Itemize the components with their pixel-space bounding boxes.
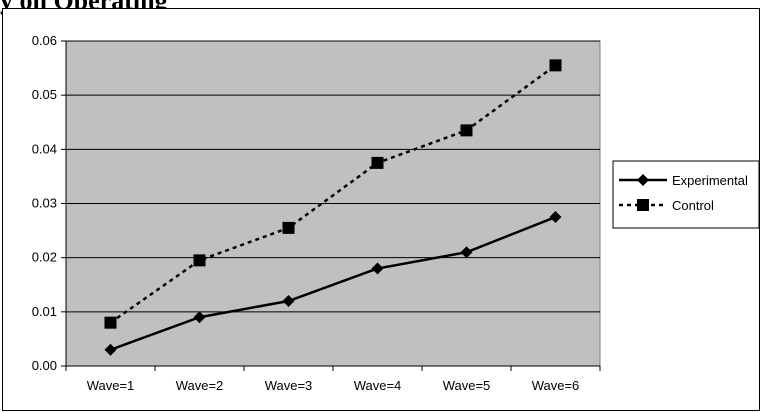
y-tick-label: 0.06 bbox=[32, 33, 57, 48]
data-point-control bbox=[371, 156, 384, 169]
legend-box bbox=[612, 160, 759, 229]
y-tick-label: 0.03 bbox=[32, 196, 57, 211]
x-tick-label: Wave=1 bbox=[87, 378, 135, 393]
x-tick-label: Wave=3 bbox=[265, 378, 313, 393]
y-tick-label: 0.04 bbox=[32, 141, 57, 156]
y-tick-label: 0.02 bbox=[32, 250, 57, 265]
axes: 0.00 0.01 0.02 0.03 0.04 0.05 0.06 Wave=1 Wave=2… bbox=[32, 33, 601, 393]
y-tick-label: 0.05 bbox=[32, 87, 57, 102]
y-tick-label: 0.01 bbox=[32, 304, 57, 319]
chart-frame: 0.00 0.01 0.02 0.03 0.04 0.05 0.06 Wave=1 Wave=2… bbox=[2, 8, 760, 411]
legend-label-control: Control bbox=[672, 198, 714, 213]
line-chart: 0.00 0.01 0.02 0.03 0.04 0.05 0.06 Wave=1 Wave=2… bbox=[32, 33, 759, 393]
data-point-experimental bbox=[549, 211, 562, 224]
data-point-experimental bbox=[371, 262, 384, 275]
x-tick-label: Wave=4 bbox=[354, 378, 402, 393]
series-line-experimental bbox=[110, 215, 556, 351]
legend-label-experimental: Experimental bbox=[672, 173, 748, 188]
data-point-experimental bbox=[460, 246, 473, 259]
data-point-experimental bbox=[193, 311, 206, 324]
data-point-experimental bbox=[104, 343, 117, 356]
series-line-control bbox=[109, 64, 557, 324]
series-experimental bbox=[104, 211, 562, 356]
y-tick-label: 0.00 bbox=[32, 358, 57, 373]
x-tick-label: Wave=2 bbox=[176, 378, 224, 393]
data-point-control bbox=[193, 254, 206, 267]
data-point-control bbox=[549, 59, 562, 72]
legend-marker-experimental bbox=[637, 174, 649, 186]
data-point-control bbox=[282, 221, 295, 234]
x-tick-label: Wave=5 bbox=[443, 378, 491, 393]
series-control bbox=[104, 59, 562, 329]
series-layer bbox=[104, 59, 562, 356]
data-point-control bbox=[460, 124, 473, 137]
x-tick-label: Wave=6 bbox=[532, 378, 580, 393]
legend: Experimental Control bbox=[612, 160, 759, 229]
data-point-control bbox=[104, 316, 117, 329]
legend-marker-control bbox=[637, 199, 649, 211]
data-point-experimental bbox=[282, 295, 295, 307]
gridlines bbox=[66, 40, 600, 313]
